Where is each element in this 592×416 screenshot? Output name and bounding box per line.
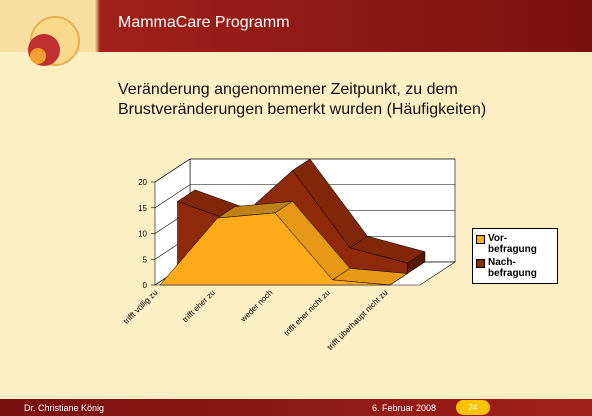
logo (28, 16, 80, 66)
x-tick-label: weder noch (238, 288, 274, 324)
legend: Vor-befragung Nach-befragung (472, 228, 558, 284)
page-number: 24 (456, 400, 490, 415)
y-tick-label: 15 (138, 204, 147, 213)
x-tick-label: trifft eher zu (181, 288, 217, 324)
grid-line (154, 158, 455, 183)
chart: 0 5 10 15 20 trifft völlig zu trifft eher zu we… (122, 158, 457, 352)
area-front (159, 212, 391, 286)
x-tick-label: trifft überhaupt nicht zu (326, 288, 390, 352)
legend-swatch (476, 235, 485, 244)
y-tick-label: 5 (143, 255, 148, 264)
header-bar (0, 0, 592, 52)
footer-date: 6. Februar 2008 (372, 403, 437, 413)
grid-line (154, 184, 455, 209)
x-tick-label: trifft eher nicht zu (282, 288, 332, 338)
footer-bar (0, 399, 592, 416)
y-tick-label: 10 (138, 230, 147, 239)
legend-label: Vor-befragung (488, 233, 537, 255)
header-title: MammaCare Programm (118, 14, 290, 31)
legend-swatch (476, 259, 485, 268)
legend-item: Nach-befragung (473, 256, 557, 280)
legend-item: Vor-befragung (473, 232, 557, 256)
y-tick-label: 20 (138, 178, 147, 187)
chart-title: Veränderung angenommener Zeitpunkt, zu d… (118, 81, 487, 118)
footer-author: Dr. Christiane König (24, 403, 105, 413)
area-side (389, 273, 408, 286)
x-tick-label: trifft völlig zu (122, 288, 160, 326)
y-tick-label: 0 (143, 281, 148, 290)
legend-label: Nach-befragung (488, 257, 537, 279)
